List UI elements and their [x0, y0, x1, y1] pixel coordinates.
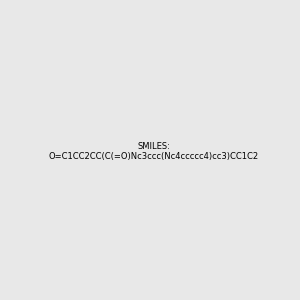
Text: SMILES:
O=C1CC2CC(C(=O)Nc3ccc(Nc4ccccc4)cc3)CC1C2: SMILES: O=C1CC2CC(C(=O)Nc3ccc(Nc4ccccc4)…	[49, 142, 259, 161]
